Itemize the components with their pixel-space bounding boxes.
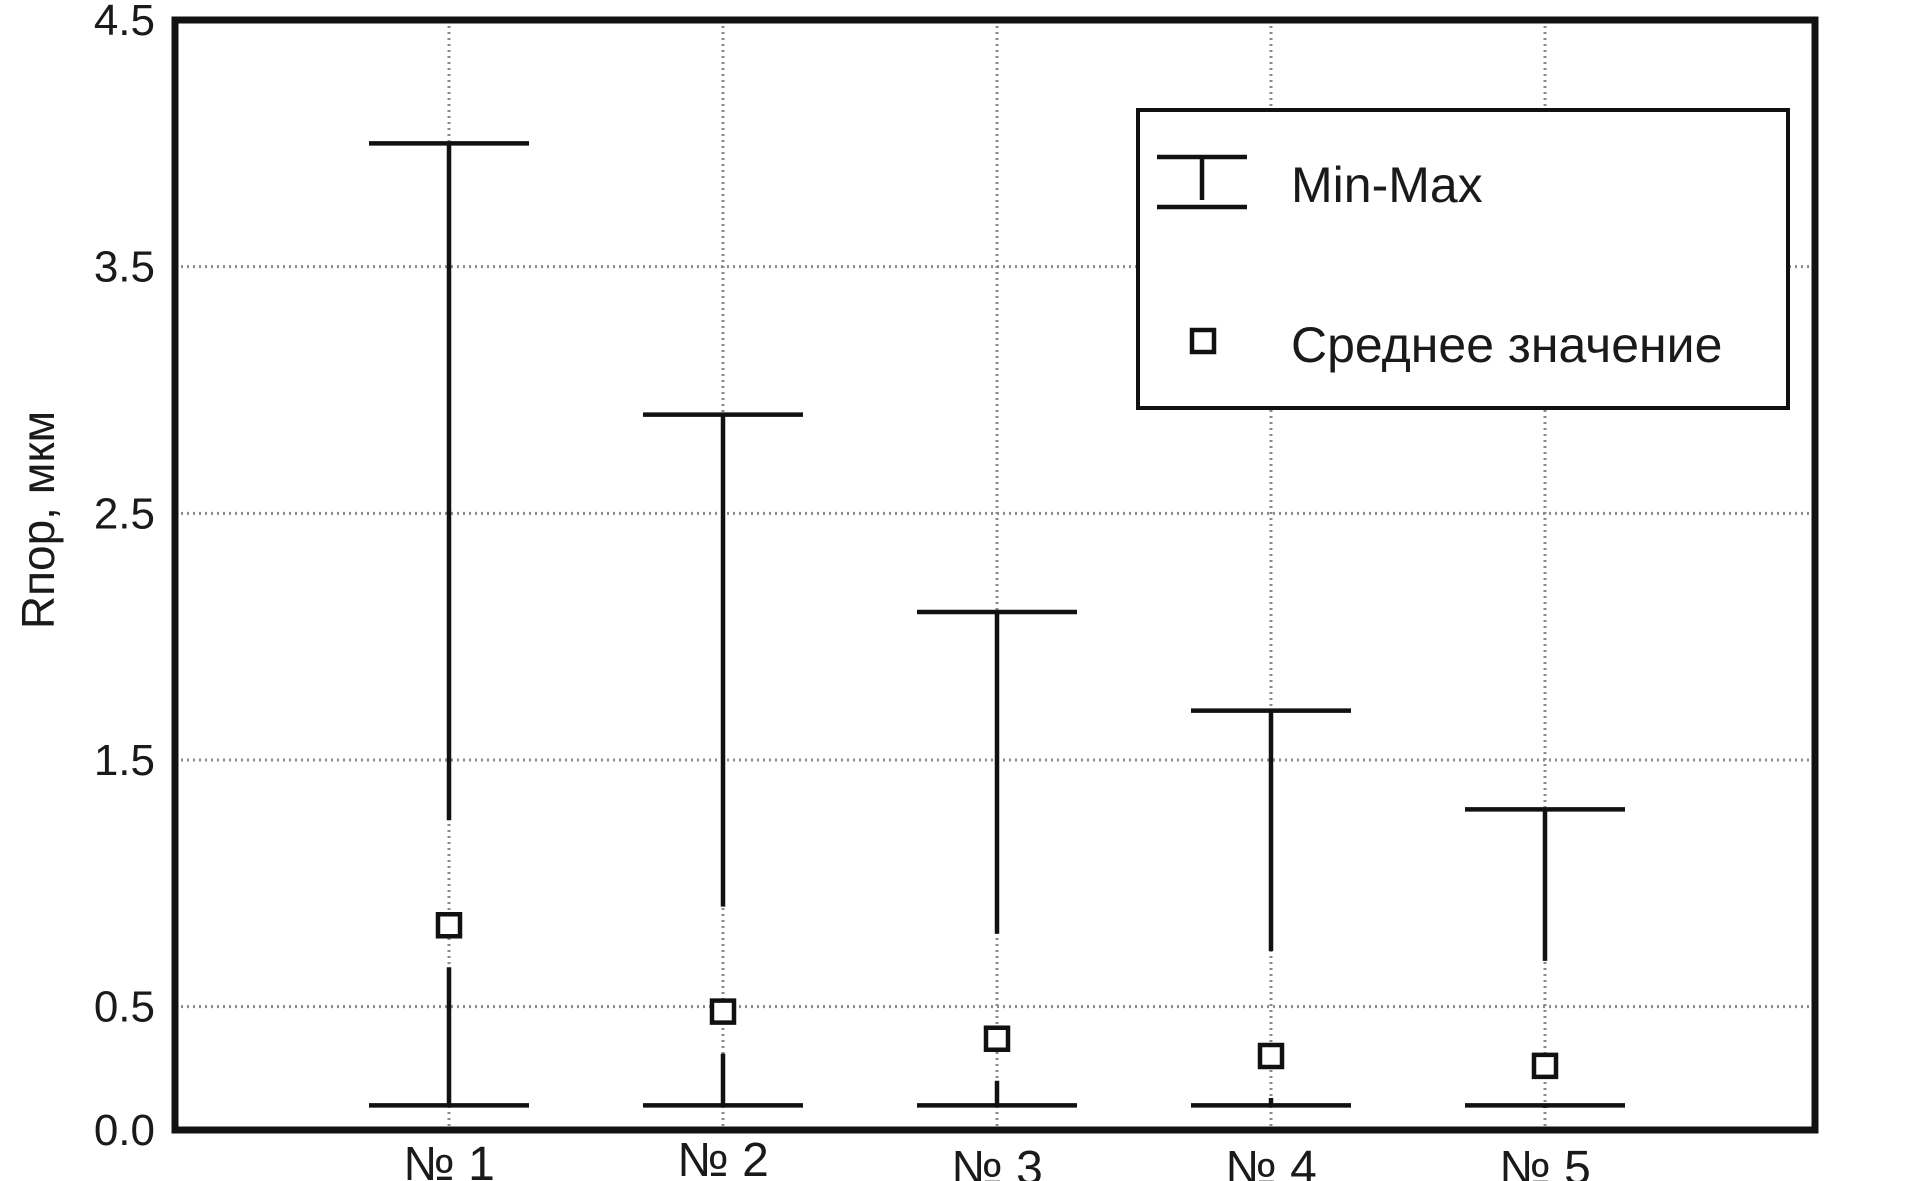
mean-marker xyxy=(435,912,463,939)
mean-marker xyxy=(709,998,737,1025)
y-axis-label: Rпор, мкм xyxy=(12,411,64,629)
y-tick-label: 0.5 xyxy=(94,983,155,1032)
plot-marks xyxy=(369,141,1625,1108)
mean-marker xyxy=(1257,1042,1285,1070)
x-category-label: № 2 xyxy=(677,1134,769,1181)
y-tick-label: 1.5 xyxy=(94,736,155,785)
mean-marker xyxy=(983,1025,1011,1052)
y-axis-ticks: 0.0 0.5 1.5 2.5 3.5 4.5 xyxy=(94,0,155,1155)
legend: Min-Max Среднее значение xyxy=(1136,108,1790,410)
legend-mean-label: Среднее значение xyxy=(1291,317,1722,373)
x-axis-categories: № 1 № 2 № 3 № 4 № 5 xyxy=(403,1134,1591,1181)
mean-marker xyxy=(1531,1052,1559,1080)
y-tick-label: 3.5 xyxy=(94,243,155,292)
x-category-label: № 1 xyxy=(403,1138,495,1181)
y-tick-label: 2.5 xyxy=(94,489,155,538)
legend-min-max-symbol xyxy=(1157,154,1247,210)
x-category-label: № 5 xyxy=(1499,1142,1591,1181)
x-category-label: № 3 xyxy=(951,1142,1043,1181)
x-category-label: № 4 xyxy=(1225,1142,1317,1181)
y-tick-label: 4.5 xyxy=(94,0,155,45)
legend-box xyxy=(1136,108,1790,410)
plot-frame xyxy=(171,16,1819,1134)
y-tick-label: 0.0 xyxy=(94,1106,155,1155)
legend-min-max-label: Min-Max xyxy=(1291,157,1483,213)
legend-mean-marker xyxy=(1189,327,1217,355)
